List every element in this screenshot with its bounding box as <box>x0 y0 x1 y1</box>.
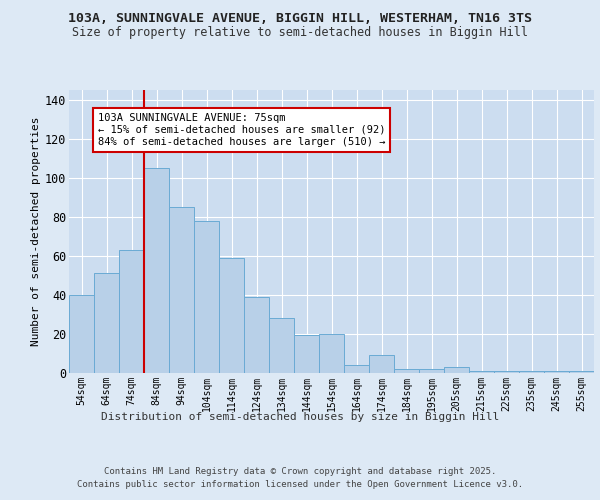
Bar <box>419 368 444 372</box>
Bar <box>269 318 294 372</box>
Bar <box>494 370 519 372</box>
Bar <box>94 273 119 372</box>
Bar <box>319 334 344 372</box>
Text: Contains public sector information licensed under the Open Government Licence v3: Contains public sector information licen… <box>77 480 523 489</box>
Bar <box>519 370 544 372</box>
Bar <box>469 370 494 372</box>
Bar <box>144 168 169 372</box>
Bar <box>69 294 94 372</box>
Bar <box>194 220 219 372</box>
Y-axis label: Number of semi-detached properties: Number of semi-detached properties <box>31 116 41 346</box>
Bar <box>244 296 269 372</box>
Bar <box>394 368 419 372</box>
Text: Distribution of semi-detached houses by size in Biggin Hill: Distribution of semi-detached houses by … <box>101 412 499 422</box>
Text: 103A SUNNINGVALE AVENUE: 75sqm
← 15% of semi-detached houses are smaller (92)
84: 103A SUNNINGVALE AVENUE: 75sqm ← 15% of … <box>98 114 385 146</box>
Text: Size of property relative to semi-detached houses in Biggin Hill: Size of property relative to semi-detach… <box>72 26 528 39</box>
Bar <box>219 258 244 372</box>
Bar <box>369 355 394 372</box>
Bar <box>544 370 569 372</box>
Bar <box>169 207 194 372</box>
Bar <box>569 370 594 372</box>
Bar <box>294 336 319 372</box>
Bar <box>119 250 144 372</box>
Bar <box>344 364 369 372</box>
Text: Contains HM Land Registry data © Crown copyright and database right 2025.: Contains HM Land Registry data © Crown c… <box>104 468 496 476</box>
Text: 103A, SUNNINGVALE AVENUE, BIGGIN HILL, WESTERHAM, TN16 3TS: 103A, SUNNINGVALE AVENUE, BIGGIN HILL, W… <box>68 12 532 26</box>
Bar <box>444 366 469 372</box>
